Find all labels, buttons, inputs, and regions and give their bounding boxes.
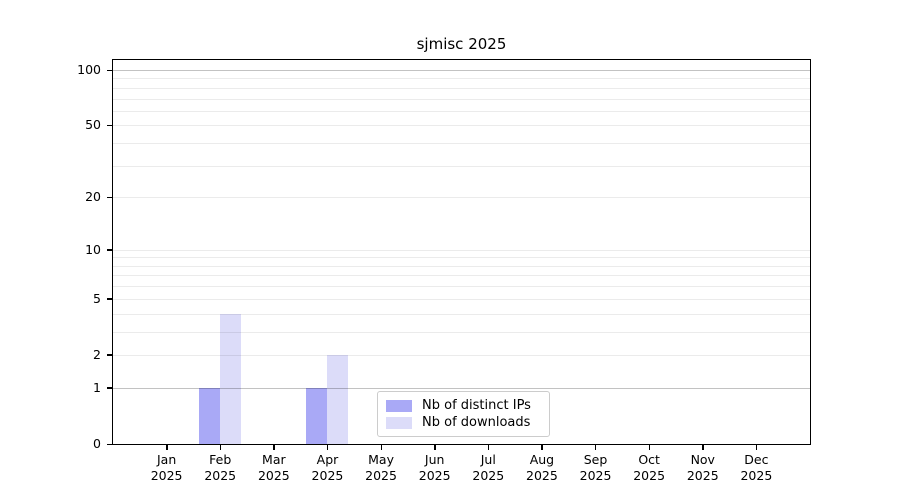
x-tick-label-mar: Mar 2025 (257, 452, 290, 483)
x-tick-label-jun: Jun 2025 (418, 452, 451, 483)
legend-label-ips: Nb of distinct IPs (422, 398, 531, 413)
gridline-y-20 (113, 197, 810, 199)
x-tick-apr (326, 445, 329, 450)
y-tick-5 (107, 298, 113, 300)
y-tick-20 (107, 196, 113, 199)
plot-area (112, 59, 811, 445)
chart-title: sjmisc 2025 (416, 35, 507, 53)
y-tick-50 (107, 124, 113, 127)
legend-swatch-ips (386, 399, 412, 412)
gridline-y-40 (113, 143, 810, 145)
gridline-y-4 (113, 313, 810, 315)
gridline-y-2 (113, 354, 810, 356)
x-tick-dec (755, 445, 758, 450)
y-tick-label-20: 20 (85, 189, 101, 205)
bar-downloads-apr (327, 354, 349, 444)
y-tick-100 (107, 69, 113, 71)
gridline-y-8 (113, 265, 810, 267)
x-tick-jun (434, 445, 436, 450)
y-tick-2 (107, 354, 113, 356)
y-tick-label-5: 5 (93, 290, 101, 306)
gridline-y-70 (113, 98, 810, 100)
y-tick-10 (107, 249, 113, 251)
x-tick-label-nov: Nov 2025 (686, 452, 719, 483)
gridline-y-60 (113, 110, 810, 112)
x-tick-mar (273, 445, 275, 450)
legend-swatch-downloads (386, 416, 412, 429)
gridline-y-3 (113, 331, 810, 333)
y-tick-label-100: 100 (77, 62, 101, 77)
x-tick-label-may: May 2025 (365, 452, 397, 483)
x-tick-jan (166, 445, 168, 450)
y-tick-label-10: 10 (85, 241, 101, 257)
x-tick-aug (541, 445, 543, 450)
x-tick-nov (702, 445, 704, 450)
gridline-y-80 (113, 87, 810, 89)
gridline-y-7 (113, 275, 810, 277)
x-tick-label-sep: Sep 2025 (579, 452, 612, 483)
y-tick-label-1: 1 (93, 379, 101, 395)
bar-downloads-feb (220, 313, 242, 444)
gridline-y-30 (113, 165, 810, 167)
x-tick-jul (487, 445, 490, 450)
gridline-y-6 (113, 286, 810, 288)
bar-distinct-ips-feb (199, 387, 221, 444)
x-tick-oct (648, 445, 651, 450)
x-tick-label-apr: Apr 2025 (311, 452, 344, 483)
x-tick-feb (219, 445, 222, 450)
bar-distinct-ips-apr (306, 387, 328, 444)
x-tick-sep (595, 445, 597, 450)
y-tick-0 (107, 443, 113, 445)
y-tick-1 (107, 387, 113, 389)
gridline-y-5 (113, 298, 810, 300)
x-tick-label-aug: Aug 2025 (526, 452, 558, 483)
gridline-y-9 (113, 257, 810, 259)
x-tick-label-feb: Feb 2025 (204, 452, 237, 483)
x-tick-may (380, 445, 382, 450)
y-tick-label-0: 0 (93, 436, 101, 451)
gridline-y-50 (113, 125, 810, 127)
legend-label-downloads: Nb of downloads (422, 415, 531, 430)
legend-item-downloads: Nb of downloads (386, 415, 540, 430)
gridline-y-10 (113, 249, 810, 251)
legend: Nb of distinct IPs Nb of downloads (377, 391, 550, 437)
gridline-y-1 (113, 387, 810, 389)
y-tick-label-2: 2 (93, 346, 101, 362)
x-tick-label-dec: Dec 2025 (740, 452, 773, 483)
x-tick-label-oct: Oct 2025 (633, 452, 666, 483)
y-tick-label-50: 50 (85, 117, 101, 133)
gridline-y-100 (113, 70, 810, 71)
x-tick-label-jan: Jan 2025 (150, 452, 183, 483)
x-tick-label-jul: Jul 2025 (472, 452, 505, 483)
gridline-y-90 (113, 78, 810, 80)
legend-item-distinct-ips: Nb of distinct IPs (386, 398, 540, 413)
